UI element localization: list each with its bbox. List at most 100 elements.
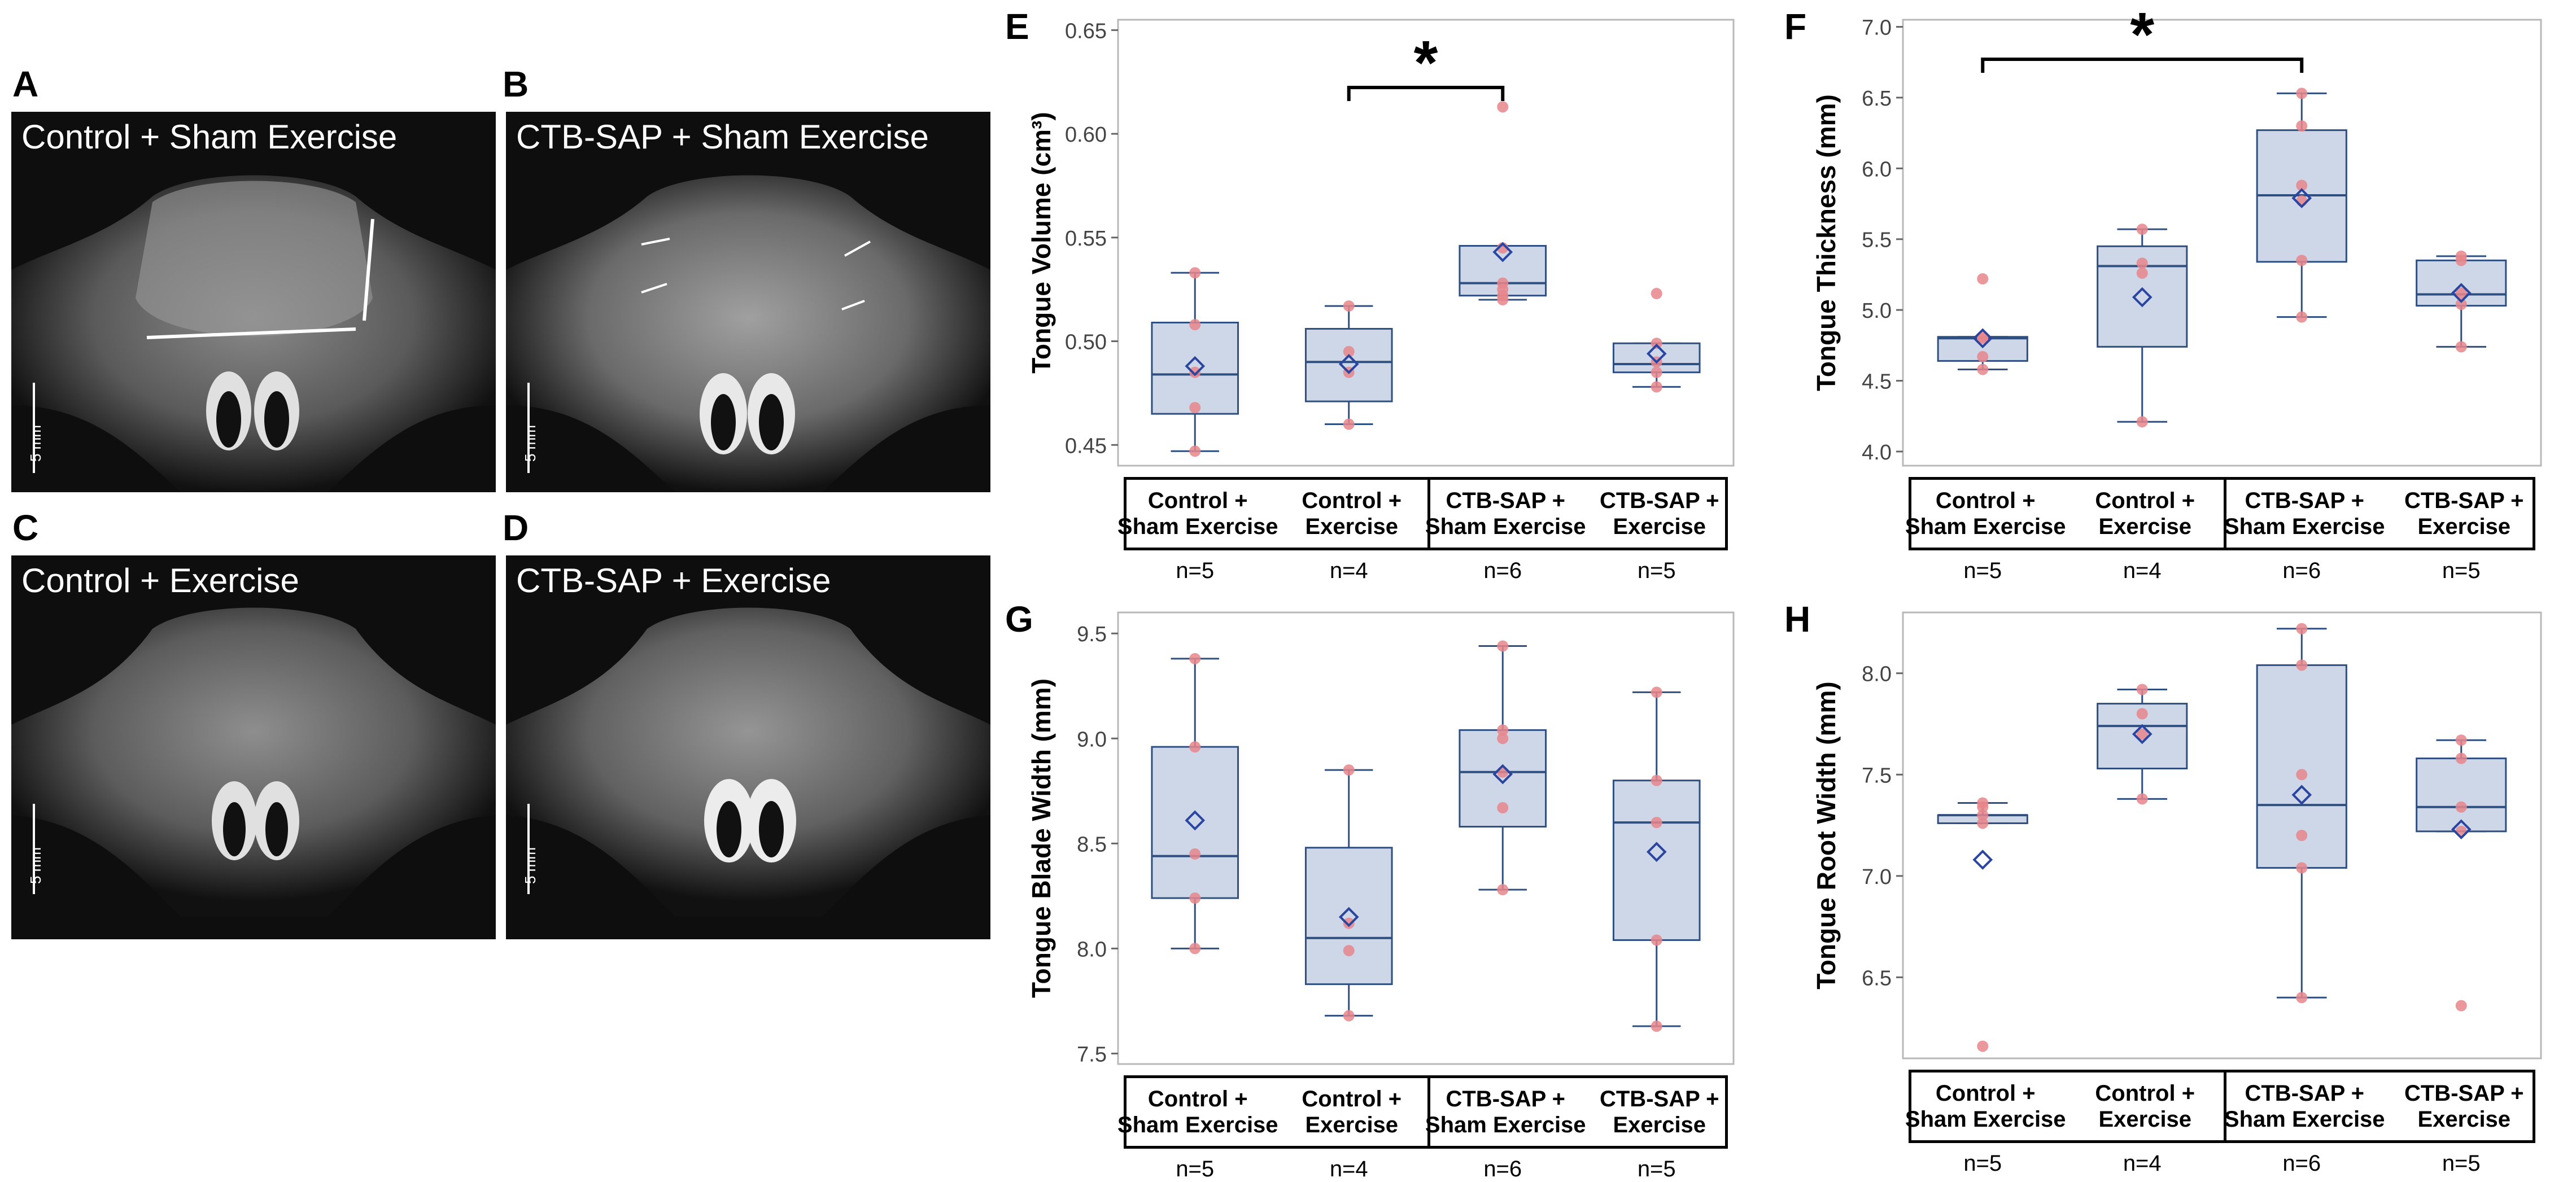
mri-caption-b: CTB-SAP + Sham Exercise <box>516 118 929 156</box>
mean-marker <box>2451 283 2472 303</box>
panel-letter-e: E <box>1005 6 1029 47</box>
significance-star: * <box>2130 0 2154 69</box>
scale-label-d: 5 mm <box>522 847 539 884</box>
significance-star: * <box>1414 28 1438 98</box>
mean-marker <box>1646 842 1667 863</box>
group-label-line2: Sham Exercise <box>1425 514 1586 539</box>
panel-letter-d: D <box>503 507 529 548</box>
group-label-3: CTB-SAP + Sham Exercise <box>1415 1086 1596 1138</box>
data-point <box>2296 992 2308 1004</box>
group-label-line1: CTB-SAP + <box>2245 488 2365 513</box>
data-point <box>2136 728 2148 740</box>
y-tick-label: 4.5 <box>1862 370 1892 394</box>
group-label-line2: Exercise <box>1305 514 1399 539</box>
group-label-1: Control + Sham Exercise <box>1895 488 2076 540</box>
data-point <box>1977 364 1989 375</box>
data-point <box>2136 224 2148 235</box>
y-tick-label: 5.0 <box>1862 299 1892 323</box>
group-n-1: n=5 <box>1963 1151 2002 1176</box>
group-label-4: CTB-SAP + Exercise <box>2374 488 2555 540</box>
y-tick-label: 7.0 <box>1862 865 1892 889</box>
data-point <box>2296 120 2308 132</box>
panel-letter-c: C <box>12 507 39 548</box>
scale-label-c: 5 mm <box>27 847 44 884</box>
box-group-4 <box>2416 250 2507 353</box>
group-label-4: CTB-SAP + Exercise <box>1569 1086 1750 1138</box>
data-point <box>2455 299 2467 310</box>
group-n-4: n=5 <box>1637 1157 1676 1181</box>
group-label-line2: Sham Exercise <box>1425 1113 1586 1137</box>
box-group-2 <box>2097 684 2188 805</box>
mean-marker <box>2451 819 2472 840</box>
group-legend: Control + Sham Exercise Control + Exercise C… <box>1117 477 1728 550</box>
y-axis-label: Tongue Volume (cm³) <box>1027 112 1056 373</box>
y-axis-label: Tongue Thickness (mm) <box>1811 94 1841 391</box>
y-tick-label: 9.0 <box>1077 728 1107 751</box>
data-point <box>1977 797 1989 809</box>
data-point <box>1497 277 1509 289</box>
data-point <box>2455 341 2467 353</box>
box-group-4 <box>1612 288 1701 393</box>
group-label-2: Control + Exercise <box>1261 488 1442 540</box>
data-point <box>1651 686 1662 698</box>
box-group-3 <box>1459 640 1547 896</box>
plot-frame <box>1902 611 2542 1060</box>
mri-image-d: CTB-SAP + Exercise 5 mm <box>506 555 990 939</box>
data-point <box>1977 351 1989 362</box>
mri-image-a: Control + Sham Exercise 5 mm <box>11 112 496 492</box>
data-point <box>2296 255 2308 266</box>
group-label-line1: Control + <box>1935 1081 2036 1106</box>
panel-letter-a: A <box>12 64 39 104</box>
group-label-line2: Exercise <box>2098 514 2192 539</box>
box-iqr <box>1151 746 1239 899</box>
y-tick-label: 7.5 <box>1077 1043 1107 1066</box>
data-point <box>1651 381 1662 393</box>
mri-image-c: Control + Exercise 5 mm <box>11 555 496 939</box>
mean-marker <box>1646 343 1667 364</box>
panel-letter-f: F <box>1784 6 1807 47</box>
group-label-line2: Sham Exercise <box>1905 514 2066 539</box>
data-point <box>2455 1000 2467 1012</box>
scale-label-b: 5 mm <box>522 425 539 462</box>
data-point <box>2455 287 2467 299</box>
mean-marker <box>2291 785 2312 805</box>
group-divider <box>1427 480 1430 548</box>
data-point <box>1189 848 1201 860</box>
y-tick-label: 8.0 <box>1077 938 1107 961</box>
box-iqr <box>1612 780 1701 941</box>
data-point <box>2136 793 2148 805</box>
data-point <box>1651 366 1662 378</box>
data-point <box>1189 741 1201 753</box>
y-tick-label: 6.5 <box>1862 87 1892 111</box>
data-point <box>2296 180 2308 191</box>
group-divider <box>2223 480 2226 548</box>
data-point <box>1497 884 1509 896</box>
group-label-line2: Exercise <box>2417 1107 2511 1132</box>
group-label-line1: CTB-SAP + <box>1446 1087 1566 1111</box>
group-n-2: n=4 <box>1329 1157 1368 1181</box>
box-group-2 <box>1304 300 1393 430</box>
group-label-line1: Control + <box>1302 488 1402 513</box>
group-n-4: n=5 <box>2442 1151 2481 1176</box>
box-group-1 <box>1151 267 1239 457</box>
y-axis-label: Tongue Root Width (mm) <box>1811 681 1841 990</box>
mean-marker <box>1492 764 1513 785</box>
group-n-2: n=4 <box>2123 558 2162 583</box>
plot-frame <box>1902 19 2542 467</box>
data-point <box>1343 345 1355 357</box>
data-point <box>1497 802 1509 814</box>
group-label-line1: Control + <box>1147 1087 1248 1111</box>
mri-caption-c: Control + Exercise <box>21 562 299 599</box>
y-tick-label: 8.5 <box>1077 833 1107 856</box>
data-point <box>1977 1040 1989 1052</box>
box-group-3 <box>2256 623 2347 1004</box>
data-point <box>2136 267 2148 279</box>
group-label-line1: Control + <box>2095 488 2195 513</box>
group-label-1: Control + Sham Exercise <box>1895 1080 2076 1132</box>
group-label-2: Control + Exercise <box>1261 1086 1442 1138</box>
panel-letter-h: H <box>1784 599 1811 640</box>
y-tick-label: 6.0 <box>1862 157 1892 181</box>
data-point <box>1497 640 1509 652</box>
group-label-line1: CTB-SAP + <box>1599 1087 1719 1111</box>
group-label-line2: Exercise <box>2098 1107 2192 1132</box>
